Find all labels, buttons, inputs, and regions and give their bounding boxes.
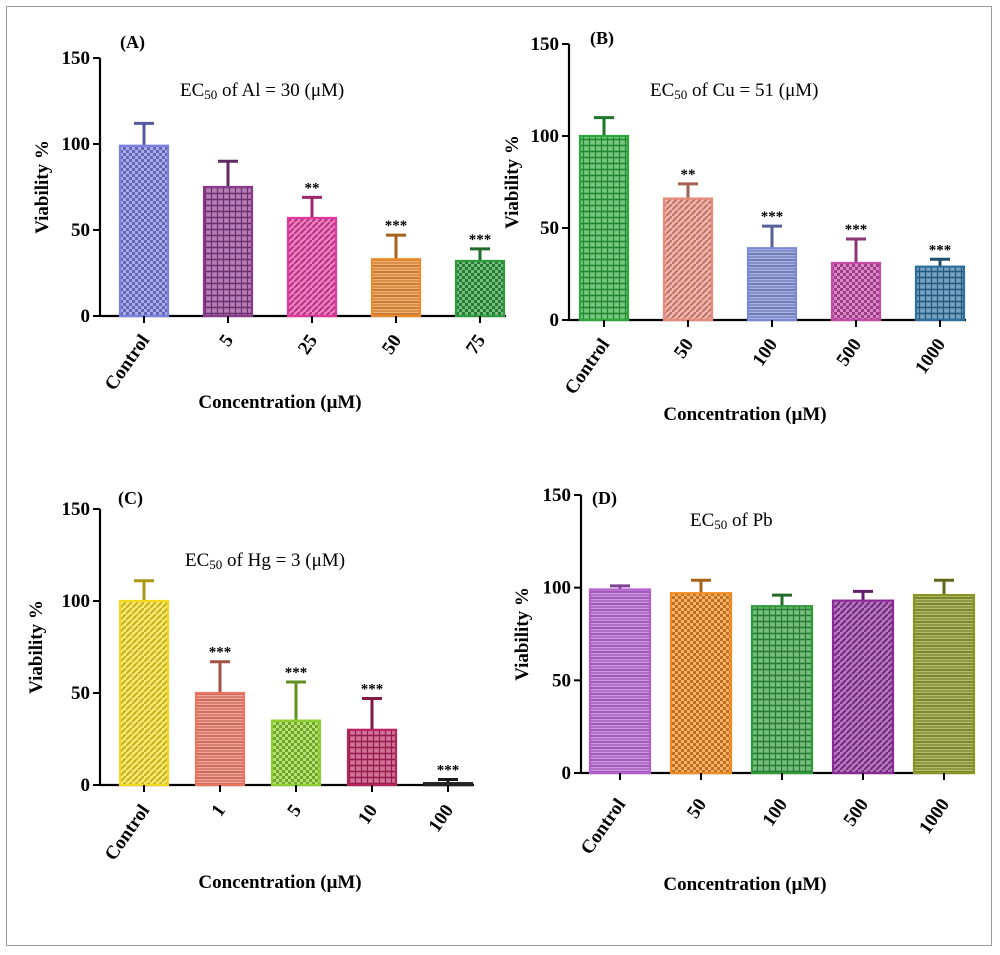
bar — [194, 691, 246, 787]
bar — [118, 144, 170, 318]
x-axis-label: Concentration (μM) — [663, 874, 826, 895]
significance-marker: *** — [845, 222, 868, 238]
y-tick-label: 150 — [531, 34, 560, 55]
x-axis-label: Concentration (μM) — [198, 392, 361, 413]
significance-marker: *** — [437, 762, 460, 778]
y-tick-label: 0 — [562, 763, 572, 784]
significance-marker: ** — [305, 180, 320, 196]
bar — [830, 261, 882, 322]
x-category-label: 100 — [759, 795, 793, 830]
bar — [831, 599, 895, 775]
x-category-label: 10 — [354, 801, 382, 829]
significance-marker: *** — [469, 232, 492, 248]
panel-label: (C) — [118, 488, 143, 509]
ec50-label: EC50 of Pb — [690, 510, 773, 532]
bar — [746, 247, 798, 322]
x-category-label: 100 — [425, 801, 459, 836]
ec50-label: EC50 of Hg = 3 (μM) — [185, 550, 345, 572]
panel-label: (D) — [592, 488, 617, 509]
bar — [422, 782, 474, 787]
y-axis-label: Viability % — [502, 135, 523, 229]
bar — [750, 605, 814, 775]
x-axis-label: Concentration (μM) — [663, 404, 826, 425]
bar — [346, 728, 398, 787]
y-tick-label: 100 — [62, 591, 91, 612]
y-axis-label: Viability % — [512, 587, 533, 681]
y-tick-label: 150 — [62, 499, 91, 520]
x-category-label: 100 — [749, 335, 783, 370]
bar — [202, 185, 254, 318]
x-axis-label: Concentration (μM) — [198, 872, 361, 893]
significance-marker: *** — [929, 242, 952, 258]
x-category-label: Control — [561, 335, 614, 399]
bar — [454, 259, 506, 318]
bar — [270, 719, 322, 787]
x-category-label: 5 — [215, 331, 238, 351]
bar — [914, 265, 966, 322]
x-category-label: 500 — [833, 335, 867, 370]
x-category-label: 1 — [207, 801, 230, 821]
chart-panel-b: 0 50 100 150 Control 50 ** 100 *** 500 *** 1000 *** (… — [502, 28, 966, 425]
ec50-label: EC50 of Al = 30 (μM) — [180, 80, 344, 102]
figure-frame — [6, 6, 992, 946]
y-tick-label: 50 — [540, 218, 559, 239]
significance-marker: ** — [681, 167, 696, 183]
y-tick-label: 50 — [71, 683, 90, 704]
significance-marker: *** — [761, 209, 784, 225]
x-category-label: 50 — [683, 795, 711, 823]
bar — [286, 216, 338, 318]
x-category-label: 50 — [378, 331, 406, 359]
bar — [370, 258, 422, 318]
significance-marker: *** — [285, 665, 308, 681]
y-tick-label: 50 — [71, 220, 90, 241]
panel-label: (A) — [120, 32, 145, 53]
x-category-label: 5 — [283, 801, 306, 821]
panel-label: (B) — [590, 28, 614, 49]
x-category-label: Control — [101, 801, 154, 865]
y-tick-label: 0 — [81, 775, 91, 796]
y-tick-label: 100 — [62, 134, 91, 155]
x-category-label: 1000 — [915, 795, 954, 838]
x-category-label: Control — [577, 795, 630, 859]
chart-panel-d: 0 50 100 150 Control 50 100 500 1000 (D) EC50 of P… — [512, 485, 976, 895]
bar — [912, 593, 976, 775]
x-category-label: Control — [101, 331, 154, 395]
x-category-label: 1000 — [911, 335, 950, 378]
y-tick-label: 150 — [62, 48, 91, 69]
bar — [578, 134, 630, 322]
bar — [588, 588, 652, 775]
x-category-label: 25 — [294, 331, 322, 359]
x-category-label: 50 — [670, 335, 698, 363]
y-tick-label: 150 — [543, 485, 572, 506]
y-axis-label: Viability % — [26, 600, 47, 694]
y-tick-label: 0 — [81, 306, 91, 327]
y-tick-label: 0 — [550, 310, 560, 331]
significance-marker: *** — [385, 218, 408, 234]
bar — [669, 592, 733, 775]
chart-panel-c: 0 50 100 150 Control 1 *** 5 *** 10 *** 100 *** (C) EC… — [26, 488, 474, 893]
bar — [662, 197, 714, 322]
y-tick-label: 50 — [552, 670, 571, 691]
y-axis-label: Viability % — [32, 140, 53, 234]
ec50-label: EC50 of Cu = 51 (μM) — [650, 80, 818, 102]
significance-marker: *** — [209, 645, 232, 661]
x-category-label: 500 — [840, 795, 874, 830]
significance-marker: *** — [361, 682, 384, 698]
bar — [118, 599, 170, 787]
y-tick-label: 100 — [543, 578, 572, 599]
y-tick-label: 100 — [531, 126, 560, 147]
